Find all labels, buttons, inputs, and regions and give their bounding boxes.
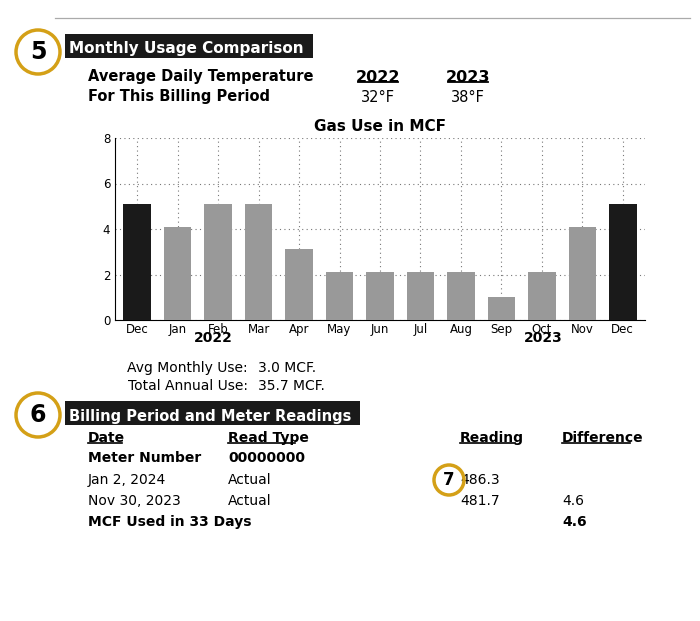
Text: 481.7: 481.7 xyxy=(460,494,500,508)
Bar xyxy=(528,272,556,320)
FancyBboxPatch shape xyxy=(65,401,360,425)
Text: Nov 30, 2023: Nov 30, 2023 xyxy=(88,494,181,508)
Text: Read Type: Read Type xyxy=(228,431,309,445)
Text: 7: 7 xyxy=(443,471,455,489)
Title: Gas Use in MCF: Gas Use in MCF xyxy=(314,119,446,134)
Bar xyxy=(568,227,596,320)
FancyBboxPatch shape xyxy=(65,34,313,58)
Text: 4.6: 4.6 xyxy=(562,515,587,529)
Text: 2023: 2023 xyxy=(446,70,490,84)
Bar xyxy=(447,272,475,320)
Text: Billing Period and Meter Readings: Billing Period and Meter Readings xyxy=(69,409,351,424)
Bar xyxy=(245,204,272,320)
Text: 6: 6 xyxy=(29,403,46,427)
Text: 2022: 2022 xyxy=(194,331,232,345)
Bar xyxy=(326,272,354,320)
Text: MCF Used in 33 Days: MCF Used in 33 Days xyxy=(88,515,251,529)
Text: Difference: Difference xyxy=(562,431,643,445)
Text: Actual: Actual xyxy=(228,494,272,508)
Text: 38°F: 38°F xyxy=(451,89,485,104)
Bar xyxy=(407,272,434,320)
Text: Meter Number: Meter Number xyxy=(88,451,202,465)
Text: 3.0 MCF.: 3.0 MCF. xyxy=(258,361,316,375)
Bar xyxy=(609,204,636,320)
Text: Date: Date xyxy=(88,431,125,445)
Text: 32°F: 32°F xyxy=(361,89,395,104)
Text: Avg Monthly Use:: Avg Monthly Use: xyxy=(127,361,248,375)
Text: 5: 5 xyxy=(29,40,46,64)
Text: Jan 2, 2024: Jan 2, 2024 xyxy=(88,473,167,487)
Bar xyxy=(123,204,151,320)
Text: 00000000: 00000000 xyxy=(228,451,305,465)
Text: For This Billing Period: For This Billing Period xyxy=(88,89,270,104)
Bar xyxy=(286,250,313,320)
Text: 486.3: 486.3 xyxy=(460,473,500,487)
Text: Actual: Actual xyxy=(228,473,272,487)
Bar xyxy=(164,227,192,320)
Bar xyxy=(204,204,232,320)
Text: Monthly Usage Comparison: Monthly Usage Comparison xyxy=(69,42,304,57)
Text: 2022: 2022 xyxy=(356,70,400,84)
Bar xyxy=(488,297,515,320)
Text: Total Annual Use:: Total Annual Use: xyxy=(128,379,248,393)
Text: 35.7 MCF.: 35.7 MCF. xyxy=(258,379,325,393)
Text: 4.6: 4.6 xyxy=(562,494,584,508)
Text: 2023: 2023 xyxy=(524,331,562,345)
Text: Average Daily Temperature: Average Daily Temperature xyxy=(88,70,314,84)
Bar xyxy=(366,272,394,320)
Text: Reading: Reading xyxy=(460,431,524,445)
